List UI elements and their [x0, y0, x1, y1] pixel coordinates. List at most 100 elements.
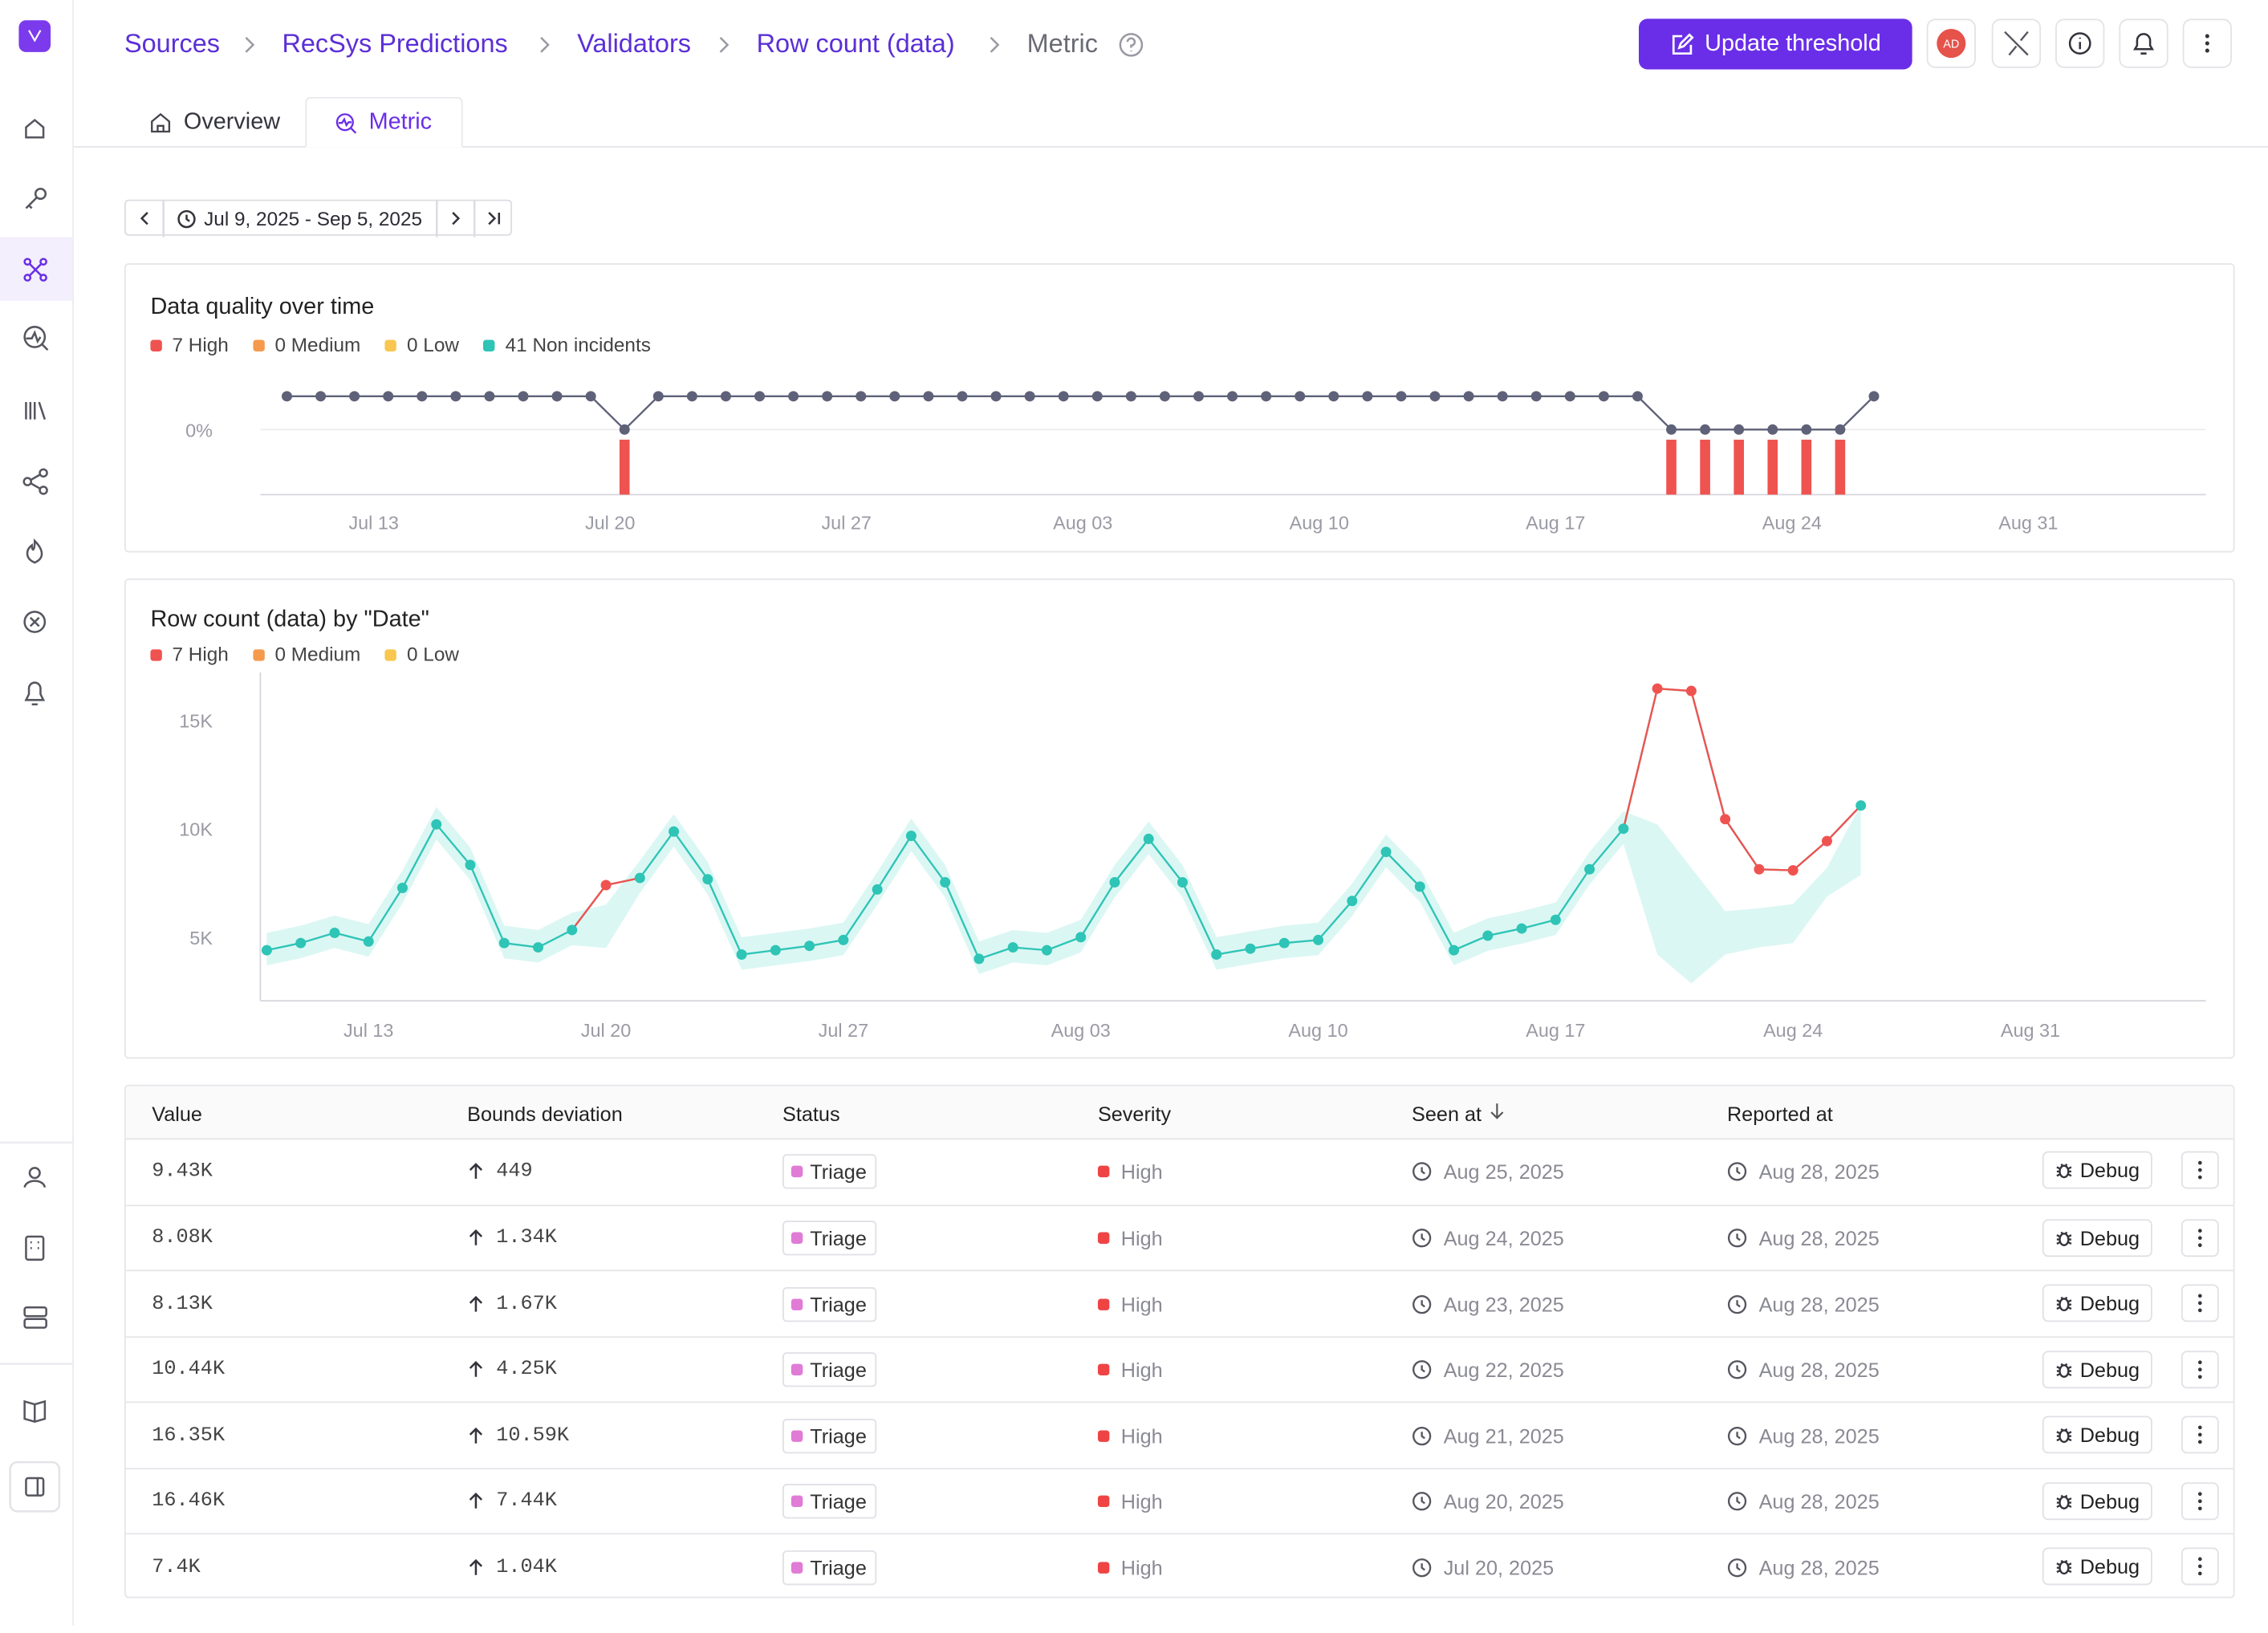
debug-button[interactable]: Debug	[2042, 1481, 2153, 1520]
tab[interactable]: Overview	[149, 97, 280, 148]
sidebar-icons	[0, 20, 73, 1513]
reported-at: Aug 28, 2025	[1758, 1159, 1880, 1183]
update-threshold-button[interactable]: Update threshold	[1639, 18, 1912, 70]
clock-icon	[1412, 1161, 1432, 1180]
next-button[interactable]	[452, 212, 461, 225]
nav-user[interactable]	[28, 1167, 41, 1180]
debug-button[interactable]: Debug	[2042, 1350, 2153, 1388]
column-header-label: Value	[152, 1102, 202, 1126]
tab-active[interactable]: Metric	[305, 96, 463, 148]
nav-errors[interactable]	[23, 611, 47, 633]
debug-button[interactable]: Debug	[2042, 1218, 2153, 1257]
metric-point	[1821, 835, 1832, 847]
reported-at: Aug 28, 2025	[1758, 1489, 1880, 1513]
row-menu-button[interactable]	[2181, 1284, 2219, 1322]
sort-icon[interactable]	[1490, 1102, 1505, 1119]
status-chip[interactable]: Triage	[782, 1418, 877, 1453]
nav-storage[interactable]	[23, 1306, 47, 1318]
status-chip[interactable]: Triage	[782, 1286, 877, 1322]
nav-home[interactable]	[25, 118, 45, 139]
bug-icon	[2056, 1362, 2072, 1378]
metric-point	[1652, 683, 1663, 694]
help-icon[interactable]	[1119, 33, 1144, 57]
column-header: Bounds deviation	[467, 1102, 623, 1125]
row-menu-button[interactable]	[2181, 1547, 2219, 1586]
breadcrumb-link[interactable]: RecSys Predictions	[282, 29, 508, 59]
nav-metrics[interactable]	[23, 326, 47, 348]
debug-button[interactable]: Debug	[2042, 1547, 2153, 1586]
breadcrumb-link[interactable]: Row count (data)	[756, 29, 955, 59]
incident-segment	[571, 884, 607, 931]
metric-line	[266, 687, 1862, 961]
chart-title: Row count (data) by "Date"	[150, 607, 429, 632]
more-button[interactable]	[2182, 18, 2232, 68]
status-point	[383, 391, 394, 402]
metric-point	[1584, 863, 1595, 875]
chart: 5K 10K 15K Jul 13 Jul 20 Jul 27 Aug 03 Aug 10 Au…	[179, 672, 2206, 1041]
metric-point	[1550, 914, 1561, 925]
legend: 7 High 0 Medium 0 Low	[150, 644, 459, 665]
status-chip[interactable]: Triage	[782, 1153, 877, 1188]
clock-icon	[1727, 1294, 1747, 1314]
column-header-label: Status	[782, 1102, 840, 1126]
debug-button[interactable]: Debug	[2042, 1284, 2153, 1322]
value: 7.4K	[152, 1555, 201, 1579]
avatar-button[interactable]: AD	[1926, 18, 1976, 68]
severity-cell: High	[1097, 1403, 1163, 1468]
info-button[interactable]	[2055, 18, 2105, 68]
status-chip[interactable]: Triage	[782, 1352, 877, 1387]
debug-button[interactable]: Debug	[2042, 1416, 2153, 1454]
metric-point	[498, 937, 510, 949]
nav-incidents[interactable]	[26, 538, 43, 564]
severity-swatch	[1097, 1561, 1110, 1574]
nav-docs[interactable]	[23, 1399, 47, 1423]
status-point	[788, 391, 799, 402]
deviation: 7.44K	[496, 1489, 557, 1513]
dots-icon	[2197, 1425, 2202, 1444]
nav-alerts[interactable]	[24, 681, 46, 705]
status-chip[interactable]: Triage	[782, 1550, 877, 1585]
clock-icon	[1412, 1558, 1432, 1577]
nav-org[interactable]	[25, 1235, 45, 1261]
row-menu-button[interactable]	[2181, 1416, 2219, 1454]
column-header-label: Bounds deviation	[467, 1102, 623, 1126]
severity-cell: High	[1097, 1138, 1163, 1203]
column-header-label: Reported at	[1726, 1102, 1833, 1126]
incident-segment	[1826, 804, 1862, 842]
status-point	[1463, 391, 1474, 402]
reported-cell: Aug 28, 2025	[1727, 1205, 1880, 1270]
metric-point	[295, 937, 307, 949]
legend-item: 0 Medium	[253, 644, 360, 665]
logo[interactable]	[18, 20, 51, 52]
seen-cell: Aug 21, 2025	[1412, 1403, 1564, 1468]
row-menu-button[interactable]	[2181, 1350, 2219, 1388]
nav-collapse[interactable]	[25, 1477, 45, 1497]
legend-label: 0 Medium	[274, 334, 361, 356]
reported-cell: Aug 28, 2025	[1727, 1403, 1880, 1468]
toggle-button[interactable]	[1991, 18, 2042, 68]
status-chip[interactable]: Triage	[782, 1221, 877, 1256]
row-menu-button[interactable]	[2181, 1218, 2219, 1257]
deviation-cell: 1.34K	[467, 1205, 557, 1270]
status-point	[957, 391, 968, 402]
sidebar	[0, 0, 74, 1626]
nav-library[interactable]	[25, 401, 47, 420]
row-menu-button[interactable]	[2181, 1151, 2219, 1189]
debug-label: Debug	[2079, 1423, 2140, 1447]
notifications-button[interactable]	[2119, 18, 2168, 68]
debug-button[interactable]: Debug	[2042, 1151, 2153, 1189]
row-menu-button[interactable]	[2181, 1481, 2219, 1520]
status-chip[interactable]: Triage	[782, 1484, 877, 1519]
value-cell: 9.43K	[152, 1138, 213, 1203]
nav-graph[interactable]	[23, 258, 47, 282]
prev-button[interactable]	[140, 212, 148, 225]
date-range[interactable]: Jul 9, 2025 - Sep 5, 2025	[204, 208, 423, 230]
y-tick-label: 15K	[179, 711, 213, 732]
nav-lineage[interactable]	[22, 477, 33, 486]
breadcrumb-link[interactable]: Validators	[577, 29, 691, 59]
breadcrumb-link[interactable]: Sources	[124, 29, 221, 59]
last-button[interactable]	[488, 212, 501, 225]
status-point	[585, 391, 596, 402]
nav-keys[interactable]	[34, 187, 47, 201]
metric-point	[1380, 847, 1392, 858]
